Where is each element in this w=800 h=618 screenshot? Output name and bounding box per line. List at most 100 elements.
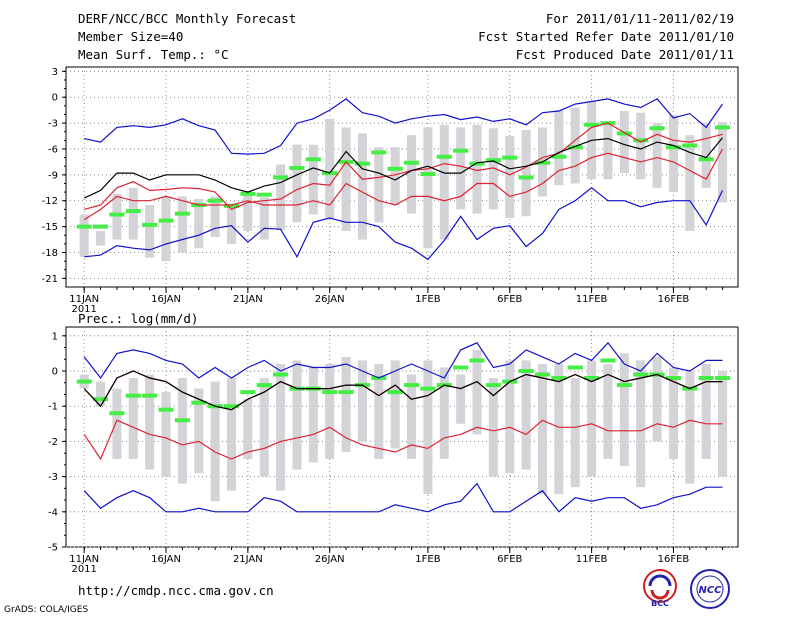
- footer-url[interactable]: http://cmdp.ncc.cma.gov.cn: [78, 583, 274, 598]
- temp-spread-box: [423, 127, 433, 249]
- grads-credit: GrADS: COLA/IGES: [4, 605, 89, 615]
- prec-spread-box: [259, 378, 269, 477]
- temp-y-tick-label: -15: [42, 222, 58, 233]
- prec-x-tick-label: 6FEB: [497, 554, 522, 565]
- prec-median-mark: [518, 369, 534, 373]
- temp-median-mark: [273, 175, 289, 180]
- temp-median-mark: [93, 224, 109, 229]
- temp-spread-box: [259, 197, 269, 240]
- temp-spread-box: [243, 193, 253, 231]
- temp-median-mark: [567, 145, 583, 150]
- prec-median-mark: [109, 411, 125, 416]
- prec-median-mark: [125, 393, 141, 398]
- prec-median-mark: [551, 376, 567, 381]
- temp-spread-box: [407, 135, 417, 214]
- prec-lower-spread-line: [83, 419, 723, 461]
- prec-spread-box: [603, 363, 613, 459]
- prec-spread-box: [177, 378, 187, 484]
- temp-median-mark: [158, 218, 174, 223]
- prec-y-tick-label: -1: [48, 402, 58, 413]
- temp-spread-box: [96, 230, 106, 246]
- temp-spread-box: [685, 135, 695, 231]
- prec-median-mark: [616, 383, 632, 388]
- prec-spread-box: [128, 378, 138, 459]
- temp-spread-box: [701, 123, 711, 188]
- temp-frame: [65, 66, 739, 288]
- temp-median-mark: [453, 148, 469, 153]
- temp-spread-box: [177, 196, 187, 253]
- prec-median-mark: [174, 418, 190, 423]
- temp-mean-line: [83, 137, 723, 199]
- temp-y-tick-label: -12: [42, 196, 58, 207]
- prec-spread-box: [390, 360, 400, 449]
- temp-y-tick-label: 3: [52, 67, 58, 78]
- prec-spread-box: [96, 381, 106, 407]
- prec-spread-box: [112, 388, 122, 459]
- temp-spread-box: [210, 196, 220, 237]
- temp-y-tick-label: -9: [48, 170, 58, 181]
- prec-x-tick-label: 1FEB: [415, 554, 440, 565]
- temp-x-tick-label: 16FEB: [658, 294, 690, 305]
- bcc-logo-text: BCC: [651, 599, 669, 608]
- prec-spread-box: [243, 399, 253, 459]
- temp-median-mark: [616, 131, 632, 136]
- temp-spread-box: [374, 147, 384, 223]
- prec-spread-box: [521, 360, 531, 470]
- temp-y-tick-label: -6: [48, 144, 58, 155]
- prec-y-tick-label: -2: [48, 437, 58, 448]
- prec-spread-box: [161, 392, 171, 477]
- temp-spread-box: [325, 118, 335, 218]
- temp-median-mark: [207, 198, 223, 203]
- temp-lower-spread-line: [83, 148, 724, 221]
- temp-y-tick-label: -21: [42, 274, 58, 285]
- prec-median-mark: [191, 400, 207, 405]
- member-size: Member Size=40: [78, 29, 184, 44]
- temp-spread-box: [276, 164, 286, 231]
- prec-spread-box: [685, 371, 695, 484]
- temp-spread-box: [668, 115, 678, 193]
- prec-spread-box: [718, 371, 728, 477]
- temp-spread-box: [603, 124, 613, 180]
- temp-spread-box: [390, 147, 400, 206]
- prec-median-mark: [387, 390, 403, 395]
- temp-spread-box: [112, 193, 122, 240]
- temp-spread-box: [79, 214, 89, 257]
- prec-median-mark: [273, 372, 289, 377]
- refer-date: Fcst Started Refer Date 2011/01/10: [478, 29, 734, 44]
- temp-x-tick-label: 26JAN: [315, 294, 345, 305]
- temp-median-mark: [289, 165, 305, 170]
- temp-median-mark: [633, 138, 649, 143]
- prec-median-mark: [158, 407, 174, 412]
- prec-spread-box: [505, 360, 515, 474]
- prec-spread-box: [619, 353, 629, 467]
- temp-spread-box: [521, 129, 531, 217]
- prec-median-mark: [453, 365, 469, 370]
- temp-spread-box: [145, 205, 155, 258]
- temp-median-mark: [142, 222, 158, 227]
- temp-median-mark: [109, 212, 125, 217]
- prec-spread-box: [472, 349, 482, 435]
- temp-median-mark: [534, 160, 551, 165]
- prec-median-mark: [93, 397, 109, 402]
- prec-x-tick-label: 26JAN: [315, 554, 345, 565]
- prec-y-tick-label: 0: [52, 367, 58, 378]
- temp-median-mark: [665, 145, 681, 150]
- prec-spread-box: [554, 363, 564, 495]
- prec-spread-box: [439, 367, 449, 459]
- temp-y-tick-label: -18: [42, 248, 58, 259]
- temp-spread-box: [439, 124, 449, 240]
- prec-median-mark: [142, 393, 158, 398]
- temp-median-mark: [76, 224, 92, 229]
- temp-median-mark: [387, 166, 403, 171]
- prec-median-mark: [76, 379, 92, 384]
- prec-spread-box: [636, 360, 646, 488]
- temp-median-mark: [649, 126, 665, 131]
- prec-spread-box: [308, 367, 318, 463]
- prec-spread-box: [570, 378, 580, 488]
- variable-label: Mean Surf. Temp.: °C: [78, 47, 229, 62]
- prec-x-tick-label: 11FEB: [576, 554, 608, 565]
- temp-spread-box: [292, 144, 302, 223]
- prec-spread-box: [423, 360, 433, 495]
- temp-max-line: [84, 98, 723, 155]
